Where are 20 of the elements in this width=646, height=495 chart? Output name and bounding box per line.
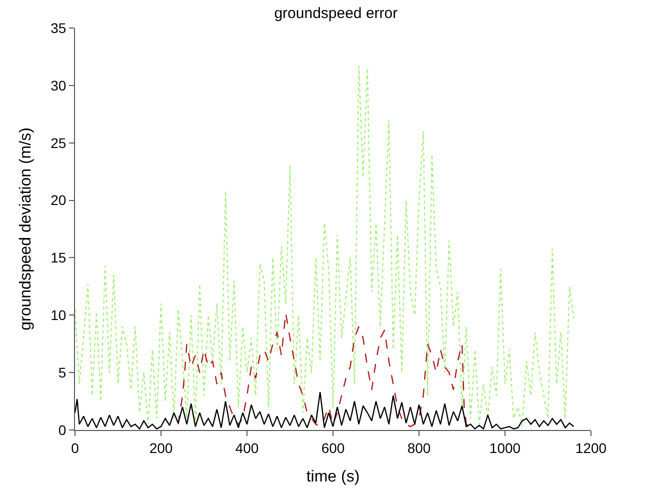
y-tick-label: 5 bbox=[58, 364, 66, 380]
chart-title: groundspeed error bbox=[274, 4, 398, 22]
x-axis-title: time (s) bbox=[306, 468, 360, 486]
y-tick-label: 25 bbox=[50, 134, 66, 151]
x-tick-label: 400 bbox=[235, 440, 259, 456]
y-tick-label: 35 bbox=[50, 20, 66, 36]
y-tick-label: 15 bbox=[50, 250, 66, 266]
y-tick-label: 0 bbox=[58, 422, 66, 438]
x-tick-label: 1000 bbox=[489, 440, 521, 456]
x-tick-label: 0 bbox=[71, 440, 80, 456]
line-series bbox=[75, 65, 574, 428]
y-tick-label: 20 bbox=[50, 192, 66, 208]
y-tick-label: 10 bbox=[50, 307, 66, 324]
x-tick-label: 800 bbox=[407, 440, 431, 456]
x-tick-label: 1200 bbox=[575, 440, 607, 456]
line-series bbox=[75, 392, 574, 430]
x-tick-label: 600 bbox=[321, 440, 345, 456]
x-tick-label: 200 bbox=[149, 440, 173, 456]
y-tick-label: 30 bbox=[50, 77, 66, 94]
y-axis-title: groundspeed deviation (m/s) bbox=[18, 128, 35, 330]
